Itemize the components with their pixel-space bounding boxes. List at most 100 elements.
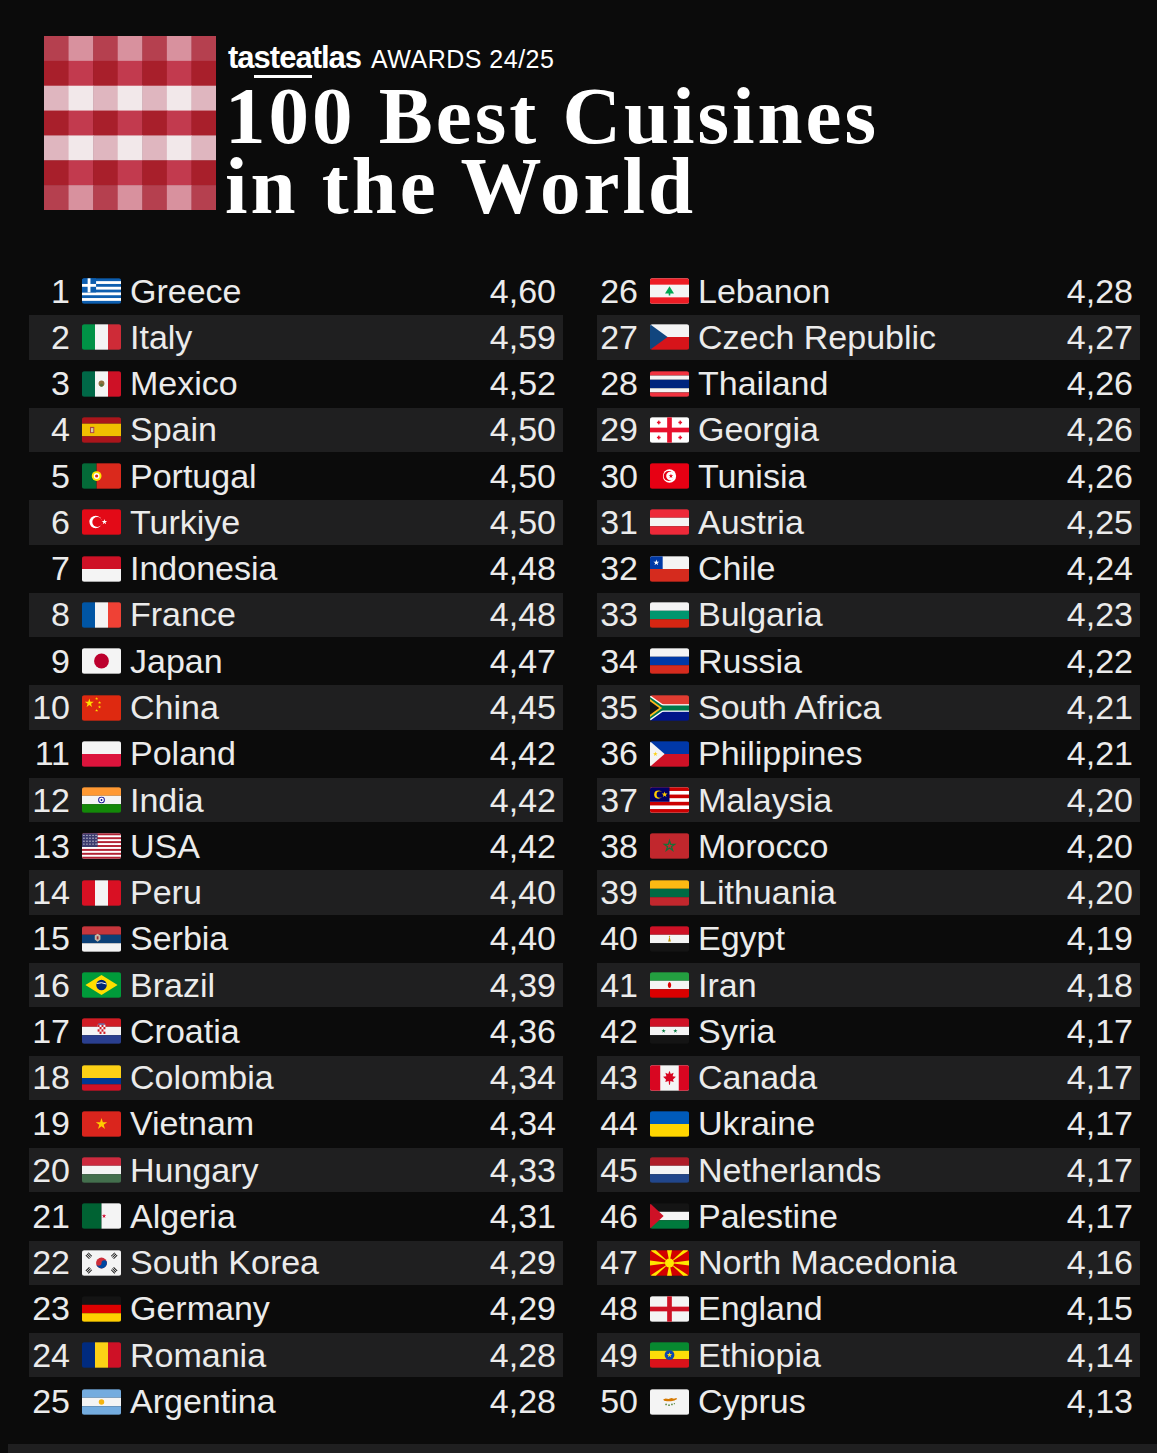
score-value: 4,18 bbox=[1067, 966, 1140, 1005]
rank-row: 24Romania4,28 bbox=[29, 1332, 563, 1378]
score-value: 4,17 bbox=[1067, 1197, 1140, 1236]
country-name: Argentina bbox=[130, 1382, 276, 1421]
rank-number: 24 bbox=[29, 1336, 70, 1375]
score-value: 4,17 bbox=[1067, 1058, 1140, 1097]
flag-sy-icon bbox=[650, 1018, 689, 1044]
rank-number: 34 bbox=[597, 642, 638, 681]
rank-number: 23 bbox=[29, 1289, 70, 1328]
rank-row: 41Iran4,18 bbox=[597, 962, 1140, 1008]
flag-ua-icon bbox=[650, 1111, 689, 1137]
flag-id-icon bbox=[82, 556, 121, 582]
score-value: 4,28 bbox=[1067, 272, 1140, 311]
flag-ro-icon bbox=[82, 1342, 121, 1368]
rank-row: 2Italy4,59 bbox=[29, 314, 563, 360]
score-value: 4,26 bbox=[1067, 457, 1140, 496]
score-value: 4,24 bbox=[1067, 549, 1140, 588]
rank-number: 9 bbox=[29, 642, 70, 681]
score-value: 4,40 bbox=[490, 919, 563, 958]
flag-gr-icon bbox=[82, 278, 121, 304]
country-name: South Africa bbox=[698, 688, 881, 727]
flag-cn-icon bbox=[82, 695, 121, 721]
rank-row: 30Tunisia4,26 bbox=[597, 453, 1140, 499]
flag-in-icon bbox=[82, 787, 121, 813]
rank-row: 7Indonesia4,48 bbox=[29, 546, 563, 592]
rank-row: 40Egypt4,19 bbox=[597, 916, 1140, 962]
rank-row: 32Chile4,24 bbox=[597, 546, 1140, 592]
page-title-line2: in the World bbox=[225, 151, 879, 221]
rank-row: 37Malaysia4,20 bbox=[597, 777, 1140, 823]
flag-cl-icon bbox=[650, 556, 689, 582]
rank-row: 44Ukraine4,17 bbox=[597, 1101, 1140, 1147]
flag-it-icon bbox=[82, 324, 121, 350]
country-name: USA bbox=[130, 827, 200, 866]
rank-number: 28 bbox=[597, 364, 638, 403]
score-value: 4,17 bbox=[1067, 1104, 1140, 1143]
rank-number: 14 bbox=[29, 873, 70, 912]
score-value: 4,14 bbox=[1067, 1336, 1140, 1375]
rank-number: 32 bbox=[597, 549, 638, 588]
score-value: 4,47 bbox=[490, 642, 563, 681]
rank-row: 35South Africa4,21 bbox=[597, 684, 1140, 730]
country-name: England bbox=[698, 1289, 823, 1328]
rank-row: 33Bulgaria4,23 bbox=[597, 592, 1140, 638]
score-value: 4,13 bbox=[1067, 1382, 1140, 1421]
country-name: India bbox=[130, 781, 204, 820]
rank-number: 45 bbox=[597, 1151, 638, 1190]
country-name: Palestine bbox=[698, 1197, 838, 1236]
flag-us-icon bbox=[82, 833, 121, 859]
country-name: Algeria bbox=[130, 1197, 236, 1236]
score-value: 4,42 bbox=[490, 827, 563, 866]
score-value: 4,21 bbox=[1067, 688, 1140, 727]
rank-row: 49Ethiopia4,14 bbox=[597, 1332, 1140, 1378]
flag-pl-icon bbox=[82, 741, 121, 767]
rank-number: 13 bbox=[29, 827, 70, 866]
rank-row: 1Greece4,60 bbox=[29, 268, 563, 314]
rank-row: 5Portugal4,50 bbox=[29, 453, 563, 499]
score-value: 4,48 bbox=[490, 549, 563, 588]
country-name: France bbox=[130, 595, 236, 634]
score-value: 4,50 bbox=[490, 457, 563, 496]
rank-row: 46Palestine4,17 bbox=[597, 1193, 1140, 1239]
score-value: 4,28 bbox=[490, 1382, 563, 1421]
rank-number: 18 bbox=[29, 1058, 70, 1097]
rank-row: 22South Korea4,29 bbox=[29, 1240, 563, 1286]
country-name: Greece bbox=[130, 272, 242, 311]
rank-number: 25 bbox=[29, 1382, 70, 1421]
flag-ar-icon bbox=[82, 1389, 121, 1415]
flag-nl-icon bbox=[650, 1157, 689, 1183]
score-value: 4,50 bbox=[490, 410, 563, 449]
score-value: 4,29 bbox=[490, 1289, 563, 1328]
rank-number: 38 bbox=[597, 827, 638, 866]
score-value: 4,20 bbox=[1067, 873, 1140, 912]
rank-row: 4Spain4,50 bbox=[29, 407, 563, 453]
score-value: 4,34 bbox=[490, 1104, 563, 1143]
flag-dz-icon bbox=[82, 1203, 121, 1229]
score-value: 4,15 bbox=[1067, 1289, 1140, 1328]
rank-row: 26Lebanon4,28 bbox=[597, 268, 1140, 314]
flag-kr-icon bbox=[82, 1250, 121, 1276]
rank-number: 36 bbox=[597, 734, 638, 773]
flag-hu-icon bbox=[82, 1157, 121, 1183]
flag-hr-icon bbox=[82, 1018, 121, 1044]
score-value: 4,27 bbox=[1067, 318, 1140, 357]
rank-number: 6 bbox=[29, 503, 70, 542]
country-name: Lithuania bbox=[698, 873, 836, 912]
score-value: 4,21 bbox=[1067, 734, 1140, 773]
rank-row: 19Vietnam4,34 bbox=[29, 1101, 563, 1147]
rank-row: 50Cyprus4,13 bbox=[597, 1378, 1140, 1424]
country-name: Georgia bbox=[698, 410, 819, 449]
country-name: Germany bbox=[130, 1289, 270, 1328]
score-value: 4,39 bbox=[490, 966, 563, 1005]
flag-pe-icon bbox=[82, 880, 121, 906]
rank-row: 47North Macedonia4,16 bbox=[597, 1240, 1140, 1286]
country-name: Hungary bbox=[130, 1151, 259, 1190]
rank-row: 8France4,48 bbox=[29, 592, 563, 638]
country-name: Cyprus bbox=[698, 1382, 806, 1421]
score-value: 4,40 bbox=[490, 873, 563, 912]
rank-number: 11 bbox=[29, 734, 70, 773]
flag-ge-icon bbox=[650, 417, 689, 443]
rank-number: 39 bbox=[597, 873, 638, 912]
score-value: 4,23 bbox=[1067, 595, 1140, 634]
country-name: Vietnam bbox=[130, 1104, 254, 1143]
country-name: Brazil bbox=[130, 966, 215, 1005]
